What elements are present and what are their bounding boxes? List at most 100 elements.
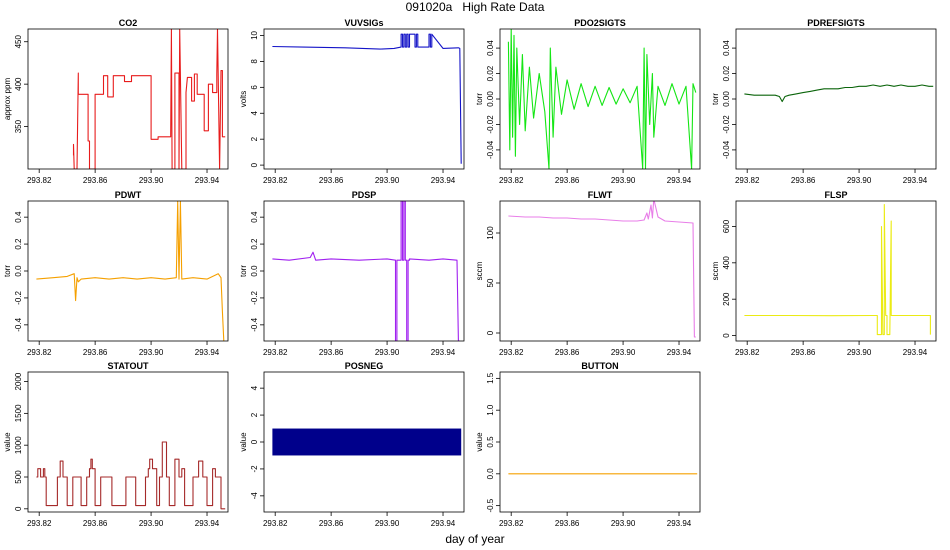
y-tick-label: 0 <box>250 439 259 444</box>
panel-pdsp: PDSP 293.82 293.86 293.90 293.94 -0.4 -0.2 0.0 0… <box>239 190 465 357</box>
y-tick-label: -0.4 <box>250 317 259 331</box>
y-tick-label: 0.02 <box>722 65 731 81</box>
x-tick-label: 293.94 <box>667 348 692 357</box>
x-tick-label: 293.94 <box>431 348 456 357</box>
x-tick-label: 293.86 <box>791 176 816 185</box>
x-tick-label: 293.90 <box>139 176 164 185</box>
y-axis-label: sccm <box>711 261 720 280</box>
y-tick-label: -0.04 <box>486 140 495 159</box>
data-region <box>508 201 696 338</box>
y-tick-label: 0.4 <box>250 211 259 223</box>
y-axis-label: value <box>3 432 12 452</box>
y-axis-label: volts <box>239 91 248 107</box>
panel-title: FLWT <box>588 190 613 200</box>
y-tick-label: 4 <box>250 110 259 115</box>
plot-frame <box>263 200 465 342</box>
y-tick-label: 100 <box>486 226 495 240</box>
x-tick-label: 293.82 <box>263 348 288 357</box>
series-line <box>744 84 934 103</box>
y-tick-label: 1500 <box>14 404 23 422</box>
panel-pdrefsigts: PDREFSIGTS 293.82 293.86 293.90 293.94 -0.04 -… <box>711 18 937 185</box>
y-tick-label: 200 <box>722 292 731 306</box>
panel-posneg: POSNEG 293.82 293.86 293.90 293.94 -4 -2 0 2 4 val… <box>239 361 465 528</box>
x-tick-label: 293.90 <box>611 348 636 357</box>
y-tick-label: -0.02 <box>722 115 731 134</box>
x-tick-label: 293.82 <box>499 348 524 357</box>
y-tick-label: 2 <box>250 412 259 417</box>
y-tick-label: 450 <box>14 35 23 49</box>
y-axis-label: torr <box>475 93 484 105</box>
x-tick-label: 293.90 <box>847 176 872 185</box>
y-tick-label: 2 <box>250 136 259 141</box>
y-tick-label: -4 <box>250 492 259 500</box>
panel-title: PDO2SIGTS <box>574 18 626 28</box>
y-tick-label: -2 <box>250 465 259 473</box>
panel-statout: STATOUT 293.82 293.86 293.90 293.94 0 500 1000 1… <box>3 361 229 528</box>
x-tick-label: 293.82 <box>499 519 524 528</box>
y-tick-label: 10 <box>250 30 259 39</box>
y-tick-label: 0.0 <box>14 265 23 277</box>
panel-flwt: FLWT 293.82 293.86 293.90 293.94 0 50 100 sccm <box>475 190 701 357</box>
x-tick-label: 293.82 <box>263 519 288 528</box>
y-tick-label: 50 <box>486 278 495 287</box>
x-tick-label: 293.82 <box>27 348 52 357</box>
y-tick-label: 0.5 <box>486 436 495 448</box>
series-line <box>272 33 462 164</box>
panel-title: VUVSIGs <box>344 18 383 28</box>
y-tick-label: 2000 <box>14 372 23 390</box>
x-tick-label: 293.90 <box>139 348 164 357</box>
series-line <box>744 204 931 336</box>
data-region <box>36 201 225 341</box>
y-tick-label: 0.0 <box>250 265 259 277</box>
figure-title: 091020a High Rate Data <box>405 0 545 14</box>
y-tick-label: 1.5 <box>486 372 495 384</box>
x-tick-label: 293.86 <box>791 348 816 357</box>
x-tick-label: 293.90 <box>375 519 400 528</box>
x-tick-label: 293.86 <box>555 519 580 528</box>
series-line <box>72 29 226 169</box>
x-tick-label: 293.94 <box>431 519 456 528</box>
y-tick-label: -0.2 <box>14 290 23 304</box>
y-axis-label: value <box>475 432 484 452</box>
y-tick-label: -0.04 <box>722 140 731 159</box>
data-region <box>272 428 462 456</box>
y-tick-label: 0.2 <box>250 238 259 250</box>
x-tick-label: 293.94 <box>195 348 220 357</box>
panel-pdo2sigts: PDO2SIGTS 293.82 293.86 293.90 293.94 -0.04 -0… <box>475 18 701 185</box>
x-tick-label: 293.94 <box>667 176 692 185</box>
panel-title: PDSP <box>352 190 377 200</box>
x-tick-label: 293.94 <box>195 176 220 185</box>
data-region <box>744 84 934 103</box>
y-tick-label: -0.4 <box>14 317 23 331</box>
plot-frame <box>27 28 229 170</box>
y-tick-label: 4 <box>250 385 259 390</box>
x-tick-label: 293.86 <box>319 348 344 357</box>
y-tick-label: 0 <box>250 162 259 167</box>
x-tick-label: 293.82 <box>27 519 52 528</box>
data-region <box>507 29 697 169</box>
x-tick-label: 293.86 <box>83 348 108 357</box>
y-axis-label: torr <box>3 265 12 277</box>
x-tick-label: 293.82 <box>735 348 760 357</box>
panel-vuvsigs: VUVSIGs 293.82 293.86 293.90 293.94 0 2 4 6 8 10 vo… <box>239 18 465 185</box>
x-tick-label: 293.82 <box>735 176 760 185</box>
x-tick-label: 293.90 <box>375 176 400 185</box>
y-tick-label: 500 <box>14 470 23 484</box>
y-tick-label: -0.2 <box>250 290 259 304</box>
y-axis-label: approx ppm <box>3 78 12 121</box>
series-line <box>36 441 226 510</box>
plot-frame <box>263 28 465 170</box>
x-tick-label: 293.82 <box>263 176 288 185</box>
x-tick-label: 293.86 <box>83 176 108 185</box>
data-region <box>272 201 460 341</box>
panel-button: BUTTON 293.82 293.86 293.90 293.94 -0.5 0.0 0.5… <box>475 361 701 528</box>
area-band <box>272 428 462 456</box>
x-axis-caption: day of year <box>445 532 505 546</box>
x-tick-label: 293.86 <box>555 176 580 185</box>
plot-frame <box>735 200 937 342</box>
plot-frame <box>27 200 229 342</box>
y-tick-label: 0.4 <box>14 211 23 223</box>
x-tick-label: 293.94 <box>431 176 456 185</box>
x-tick-label: 293.94 <box>667 519 692 528</box>
